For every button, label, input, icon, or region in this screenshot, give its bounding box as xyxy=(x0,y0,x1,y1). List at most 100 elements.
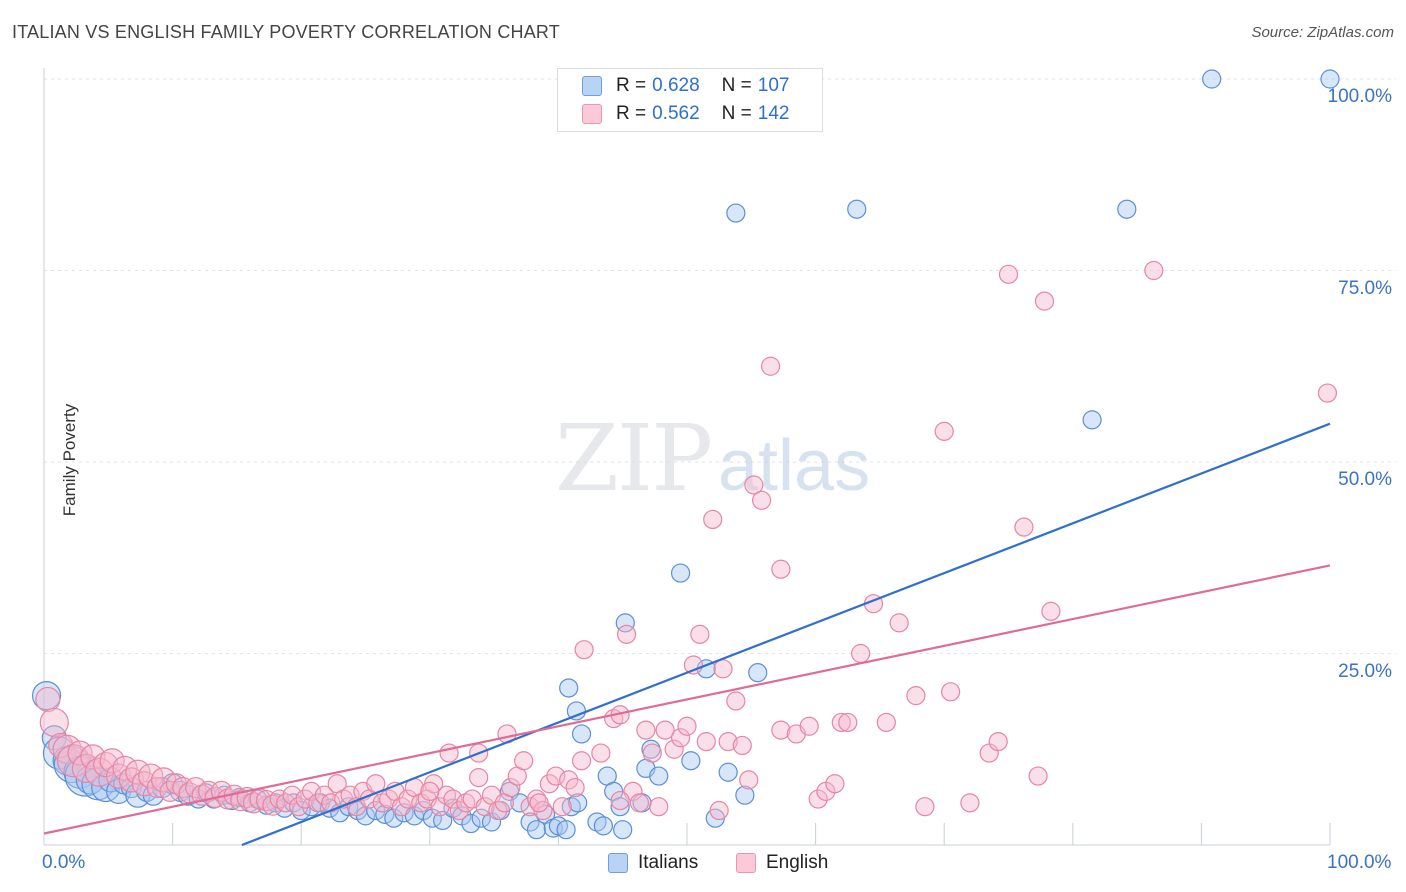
legend-item-italians[interactable]: Italians xyxy=(608,852,698,874)
italians-point-51 xyxy=(461,813,481,834)
italians-point-87 xyxy=(847,199,867,219)
series-legend: Italians English xyxy=(0,852,1406,878)
legend-row-english: R = 0.562 N = 142 xyxy=(582,101,811,127)
y-tick-label-0: 25.0% xyxy=(1338,660,1392,682)
english-point-115 xyxy=(825,774,845,794)
english-point-136 xyxy=(771,559,791,579)
english-point-79 xyxy=(546,766,566,786)
english-point-84 xyxy=(574,640,594,660)
english-point-141 xyxy=(420,781,440,801)
english-point-121 xyxy=(889,613,909,633)
english-point-25 xyxy=(198,780,220,802)
y-axis-label: Family Poverty xyxy=(60,403,80,517)
english-point-88 xyxy=(616,624,637,644)
english-point-138 xyxy=(610,790,630,811)
english-swatch xyxy=(582,104,602,124)
r-label: R = xyxy=(616,103,647,124)
italians-point-91 xyxy=(1320,69,1340,89)
italians-point-52 xyxy=(471,808,491,828)
correlation-legend: R = 0.628 N = 107 R = 0.562 N = 142 xyxy=(557,68,823,132)
english-point-40 xyxy=(295,789,315,809)
english-point-139 xyxy=(529,793,549,813)
english-point-97 xyxy=(677,716,697,736)
english-point-72 xyxy=(501,777,521,798)
english-point-99 xyxy=(690,624,710,644)
english-point-1 xyxy=(39,707,69,738)
italians-legend-label: Italians xyxy=(638,852,699,873)
english-point-106 xyxy=(739,770,759,790)
italians-point-67 xyxy=(571,724,592,744)
english-point-83 xyxy=(571,751,592,771)
english-point-131 xyxy=(1028,766,1048,786)
italians-point-64 xyxy=(568,793,588,813)
n-label: N = xyxy=(721,103,752,124)
italians-point-73 xyxy=(613,820,633,840)
english-point-10 xyxy=(99,748,125,774)
r-label: R = xyxy=(616,75,647,96)
english-point-104 xyxy=(726,691,746,711)
english-point-92 xyxy=(642,743,662,763)
italians-point-89 xyxy=(1117,199,1137,219)
english-trend-line xyxy=(43,564,1331,835)
italians-swatch xyxy=(582,76,602,96)
english-point-101 xyxy=(703,509,723,530)
english-point-44 xyxy=(321,793,341,813)
italians-point-32 xyxy=(283,793,304,813)
italians-point-65 xyxy=(559,678,579,698)
italians-trend-line xyxy=(241,422,1331,847)
x-tick-label-0: 0.0% xyxy=(42,852,86,873)
english-point-93 xyxy=(649,797,669,817)
n-value: 142 xyxy=(757,103,790,124)
english-point-125 xyxy=(941,682,961,702)
english-point-135 xyxy=(1317,383,1338,403)
italians-point-85 xyxy=(748,663,768,683)
legend-row-italians: R = 0.628 N = 107 xyxy=(582,73,811,99)
italians-point-78 xyxy=(649,766,669,786)
english-point-108 xyxy=(751,490,772,510)
english-point-74 xyxy=(514,751,534,771)
grid-lines xyxy=(43,68,1396,846)
x-tick-label-100: 100.0% xyxy=(1327,852,1392,873)
english-point-116 xyxy=(831,712,851,733)
english-point-103 xyxy=(718,731,738,752)
english-point-39 xyxy=(289,797,309,817)
watermark: ZIP atlas xyxy=(555,405,870,512)
english-point-90 xyxy=(629,793,650,813)
english-point-128 xyxy=(988,731,1008,752)
english-legend-label: English xyxy=(766,852,829,873)
english-point-123 xyxy=(915,797,935,817)
english-point-82 xyxy=(565,777,585,798)
english-point-37 xyxy=(276,793,296,813)
italians-point-72 xyxy=(610,797,630,817)
chart-title: ITALIAN VS ENGLISH FAMILY POVERTY CORREL… xyxy=(12,22,561,42)
n-label: N = xyxy=(721,75,752,96)
italians-point-83 xyxy=(718,762,738,782)
english-point-102 xyxy=(709,800,729,821)
english-point-137 xyxy=(713,659,733,679)
y-tick-label-1: 50.0% xyxy=(1338,469,1392,490)
italians-point-62 xyxy=(556,820,576,840)
english-point-2 xyxy=(48,732,74,759)
legend-item-english[interactable]: English xyxy=(736,852,828,874)
y-tick-label-3: 100.0% xyxy=(1327,86,1392,107)
english-point-91 xyxy=(636,720,656,740)
watermark-zip: ZIP xyxy=(555,405,711,512)
english-point-68 xyxy=(475,797,495,817)
english-point-81 xyxy=(559,770,579,790)
english-point-112 xyxy=(799,716,819,736)
english-point-129 xyxy=(998,264,1019,284)
italians-point-58 xyxy=(526,820,547,840)
english-point-117 xyxy=(838,712,858,733)
english-point-94 xyxy=(655,720,675,740)
english-point-105 xyxy=(732,735,752,756)
english-point-55 xyxy=(391,797,412,817)
english-point-107 xyxy=(744,475,764,495)
trend-lines xyxy=(43,422,1331,847)
italians-legend-swatch xyxy=(608,853,628,873)
italians-point-69 xyxy=(593,816,614,836)
english-point-132 xyxy=(1034,291,1055,311)
english-point-85 xyxy=(591,743,611,763)
italians-point-80 xyxy=(681,751,701,771)
english-point-41 xyxy=(301,781,322,801)
english-point-100 xyxy=(696,731,716,752)
